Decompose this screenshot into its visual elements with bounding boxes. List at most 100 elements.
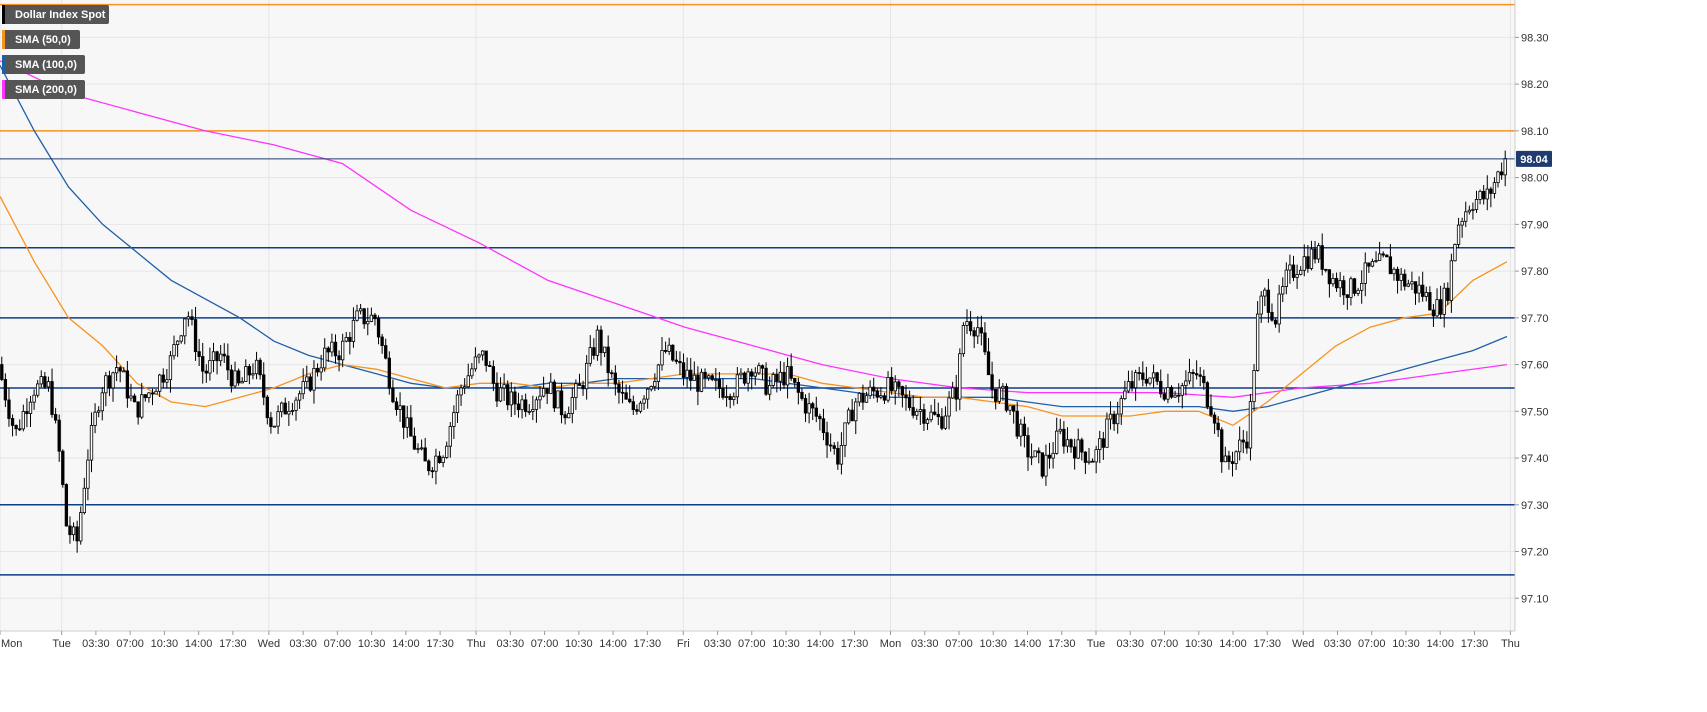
- candle-body: [1245, 441, 1249, 449]
- candle-body: [1456, 224, 1461, 245]
- candle-body: [1295, 274, 1299, 278]
- candle-body: [240, 381, 244, 384]
- x-tick-label: 14:00: [1219, 638, 1247, 650]
- candle-body: [132, 395, 137, 403]
- candle-body: [663, 349, 668, 352]
- candle-body: [1044, 454, 1048, 477]
- candle-body: [520, 399, 524, 411]
- x-tick-label: 03:30: [1324, 638, 1352, 650]
- candle-body: [154, 390, 158, 395]
- candle-body: [1417, 284, 1421, 294]
- candle-body: [785, 366, 790, 386]
- candle-body: [1008, 405, 1012, 411]
- y-tick-label: 97.40: [1521, 453, 1549, 465]
- candle-body: [1080, 439, 1084, 453]
- candle-body: [280, 402, 284, 413]
- y-tick-label: 98.30: [1521, 32, 1549, 44]
- candle-body: [559, 390, 564, 416]
- candle-body: [882, 395, 887, 401]
- candle-body: [7, 399, 11, 419]
- candle-body: [1055, 430, 1059, 454]
- candle-body: [836, 448, 840, 465]
- candle-body: [1047, 454, 1052, 459]
- candle-body: [498, 387, 503, 402]
- candle-body: [1220, 429, 1224, 463]
- candle-body: [1112, 413, 1116, 425]
- candle-body: [1299, 269, 1303, 275]
- candle-body: [190, 316, 194, 320]
- legend-item-label: SMA (50,0): [15, 34, 71, 46]
- candle-body: [983, 332, 987, 353]
- candle-body: [1263, 289, 1267, 297]
- candle-body: [958, 353, 962, 400]
- candle-body: [358, 308, 363, 312]
- candle-body: [1306, 256, 1310, 269]
- candle-body: [158, 374, 162, 392]
- x-tick-label: Wed: [258, 638, 280, 650]
- candle-body: [455, 394, 460, 414]
- candle-body: [344, 336, 348, 342]
- candle-body: [746, 371, 750, 384]
- candle-body: [1205, 382, 1210, 408]
- candle-body: [1011, 405, 1016, 412]
- candle-body: [100, 392, 104, 412]
- candle-body: [567, 413, 571, 419]
- candle-body: [1338, 280, 1342, 289]
- y-tick-label: 97.10: [1521, 593, 1549, 605]
- candle-body: [427, 460, 431, 472]
- candle-body: [577, 383, 582, 386]
- candle-body: [219, 353, 223, 362]
- candle-body: [811, 403, 815, 409]
- candle-body: [800, 391, 804, 399]
- candle-body: [43, 376, 47, 388]
- candle-body: [803, 398, 808, 414]
- x-tick-label: 03:30: [82, 638, 110, 650]
- candle-body: [789, 366, 793, 379]
- candle-body: [1431, 309, 1436, 317]
- x-tick-label: Tue: [1087, 638, 1106, 650]
- candle-body: [136, 401, 140, 418]
- candle-body: [1241, 439, 1245, 443]
- candle-body: [459, 387, 463, 396]
- candle-body: [111, 372, 115, 389]
- candle-body: [394, 401, 399, 410]
- candle-body: [868, 386, 872, 397]
- x-tick-label: 03:30: [289, 638, 317, 650]
- candle-body: [897, 381, 901, 387]
- candle-body: [495, 382, 499, 402]
- candle-body: [732, 396, 736, 400]
- horizontal-levels: [0, 3, 1515, 576]
- candle-body: [516, 403, 521, 411]
- candle-body: [107, 375, 112, 389]
- legend-swatch: [2, 30, 5, 49]
- candle-body: [1413, 281, 1418, 294]
- last-price-label: 98.04: [1520, 154, 1548, 166]
- candle-body: [1453, 244, 1457, 262]
- candle-body: [330, 341, 334, 353]
- candle-body: [387, 357, 391, 389]
- candle-body: [947, 397, 951, 417]
- candle-body: [610, 372, 614, 375]
- candle-body: [14, 425, 18, 430]
- candle-body: [36, 383, 40, 396]
- candle-body: [624, 392, 628, 400]
- candle-body: [1403, 273, 1407, 287]
- candle-body: [1037, 450, 1041, 454]
- candle-body: [739, 372, 743, 376]
- x-tick-label: 14:00: [392, 638, 420, 650]
- candle-body: [513, 391, 517, 405]
- candle-body: [1141, 372, 1145, 380]
- candle-body: [653, 381, 657, 387]
- candle-body: [1288, 264, 1292, 271]
- x-tick-label: 17:30: [634, 638, 662, 650]
- candle-body: [236, 370, 241, 384]
- sma-lines: [0, 60, 1508, 427]
- candle-body: [1482, 190, 1486, 200]
- x-tick-label: 07:00: [116, 638, 144, 650]
- candle-body: [940, 416, 944, 429]
- y-tick-label: 98.20: [1521, 79, 1549, 91]
- candle-body: [1395, 268, 1400, 281]
- candle-body: [1238, 439, 1242, 453]
- candle-body: [994, 389, 998, 402]
